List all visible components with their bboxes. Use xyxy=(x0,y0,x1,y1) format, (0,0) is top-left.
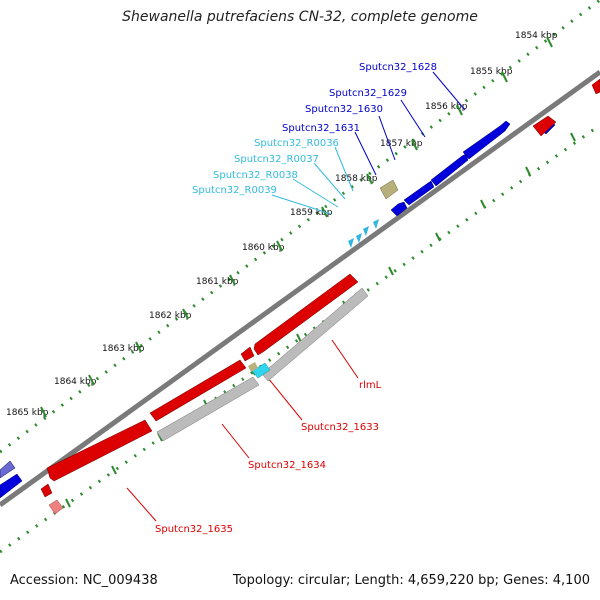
gene-left-blue-1 xyxy=(0,460,16,479)
rna-sputcn32-r0039 xyxy=(348,238,354,248)
gene-left-red-small xyxy=(40,483,53,498)
rna-sputcn32-r0036 xyxy=(373,219,379,229)
label-sputcn32-r0039: Sputcn32_R0039 xyxy=(192,185,277,196)
tick-label-1861: 1861 kbp xyxy=(196,277,239,287)
tick-label-1856: 1856 kbp xyxy=(425,102,468,112)
rna-sputcn32-r0037 xyxy=(363,226,369,236)
label-rlml: rlmL xyxy=(359,380,382,391)
tick-label-1859: 1859 kbp xyxy=(290,208,333,218)
reverse-strand-genes[interactable] xyxy=(40,273,359,498)
tick-label-1858: 1858 kbp xyxy=(335,174,378,184)
rna-labels: Sputcn32_R0036 Sputcn32_R0037 Sputcn32_R… xyxy=(192,138,339,196)
label-sputcn32-1635: Sputcn32_1635 xyxy=(155,524,233,535)
label-sputcn32-1628: Sputcn32_1628 xyxy=(359,62,437,73)
rna-sputcn32-r0038 xyxy=(356,233,362,243)
gene-sputcn32-1631 xyxy=(403,180,435,206)
reverse-leaders xyxy=(126,339,359,522)
forward-gene-labels: Sputcn32_1628 Sputcn32_1629 Sputcn32_163… xyxy=(282,62,437,134)
tick-label-1862: 1862 kbp xyxy=(149,311,192,321)
gene-sputcn32-1630 xyxy=(430,153,469,187)
gene-sputcn32-1629 xyxy=(462,120,511,160)
gene-sputcn32-1634 xyxy=(46,419,153,482)
rna-leaders xyxy=(271,146,354,215)
pseudo-genes[interactable] xyxy=(156,287,369,442)
tick-label-1855: 1855 kbp xyxy=(470,67,513,77)
gene-right-red-top[interactable] xyxy=(532,115,557,137)
pseudo-gene-lower xyxy=(156,376,260,442)
label-sputcn32-r0038: Sputcn32_R0038 xyxy=(213,170,298,181)
gene-left-pink[interactable] xyxy=(48,499,64,515)
forward-strand-genes[interactable] xyxy=(0,118,556,499)
misc-olive-small[interactable] xyxy=(248,362,258,372)
reverse-gene-labels: rlmL Sputcn32_1633 Sputcn32_1634 Sputcn3… xyxy=(155,380,382,535)
outer-major-ticks xyxy=(40,36,553,418)
rna-features[interactable] xyxy=(348,219,379,248)
tick-label-1854: 1854 kbp xyxy=(515,31,558,41)
forward-leaders xyxy=(354,71,466,176)
misc-feature-olive[interactable] xyxy=(379,179,399,200)
gene-right-red-edge[interactable] xyxy=(591,78,600,95)
tick-label-1863: 1863 kbp xyxy=(102,344,145,354)
pseudo-gene-upper xyxy=(261,287,369,382)
label-sputcn32-1630: Sputcn32_1630 xyxy=(305,104,383,115)
label-sputcn32-r0037: Sputcn32_R0037 xyxy=(234,154,319,165)
label-sputcn32-1631: Sputcn32_1631 xyxy=(282,123,360,134)
gene-sputcn32-1633 xyxy=(149,359,247,422)
gene-left-blue-2 xyxy=(0,473,23,499)
gene-rlml xyxy=(253,273,359,356)
tick-label-1860: 1860 kbp xyxy=(242,243,285,253)
kbp-labels: 1854 kbp 1855 kbp 1856 kbp 1857 kbp 1858… xyxy=(6,31,558,418)
rna-cyan-small[interactable] xyxy=(251,362,271,379)
label-sputcn32-1629: Sputcn32_1629 xyxy=(329,88,407,99)
label-sputcn32-1634: Sputcn32_1634 xyxy=(248,460,326,471)
inner-tick-track xyxy=(0,123,600,554)
outer-tick-track xyxy=(0,0,600,454)
label-sputcn32-1633: Sputcn32_1633 xyxy=(301,422,379,433)
topology-label: Topology: circular; Length: 4,659,220 bp… xyxy=(232,573,590,588)
gene-small-blue xyxy=(390,201,408,217)
accession-label: Accession: NC_009438 xyxy=(10,573,158,588)
map-title: Shewanella putrefaciens CN-32, complete … xyxy=(122,9,478,25)
tick-label-1865: 1865 kbp xyxy=(6,408,49,418)
inner-major-ticks xyxy=(65,132,576,508)
tick-label-1857: 1857 kbp xyxy=(380,139,423,149)
tick-label-1864: 1864 kbp xyxy=(54,377,97,387)
gene-small-red xyxy=(240,346,255,362)
genome-backbone xyxy=(0,69,600,508)
label-sputcn32-r0036: Sputcn32_R0036 xyxy=(254,138,339,149)
